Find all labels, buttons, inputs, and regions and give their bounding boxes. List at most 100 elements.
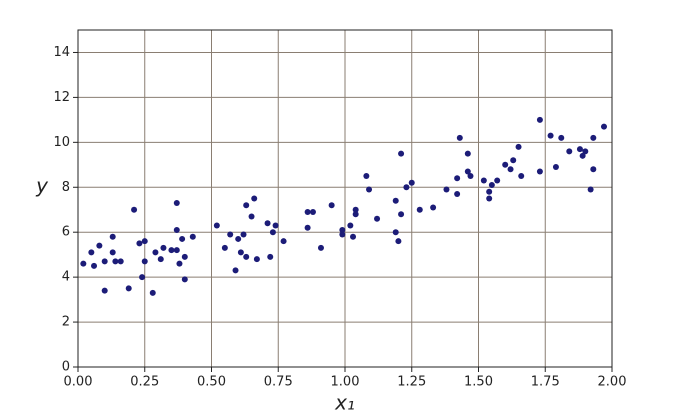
point (152, 249, 159, 256)
point (328, 202, 335, 209)
point (352, 211, 359, 218)
point (510, 157, 517, 164)
point (235, 235, 242, 242)
point (248, 213, 255, 220)
point (518, 173, 525, 180)
point (507, 166, 514, 173)
point (264, 220, 271, 227)
point (227, 231, 234, 238)
point (117, 258, 124, 265)
point (494, 177, 501, 184)
point (160, 244, 167, 251)
point (251, 195, 258, 202)
point (536, 116, 543, 123)
point (221, 244, 228, 251)
point (243, 202, 250, 209)
point (141, 258, 148, 265)
y-tick-label: 8 (62, 180, 70, 195)
point (253, 256, 260, 263)
point (374, 215, 381, 222)
point (536, 168, 543, 175)
point (176, 260, 183, 267)
point (91, 262, 98, 269)
point (101, 287, 108, 294)
point (576, 146, 583, 153)
point (131, 206, 138, 213)
point (587, 186, 594, 193)
x-tick-label: 1.75 (531, 375, 560, 390)
point (416, 206, 423, 213)
point (547, 132, 554, 139)
point (454, 175, 461, 182)
point (173, 199, 180, 206)
x-tick-label: 2.00 (598, 375, 627, 390)
y-tick-label: 14 (53, 45, 70, 60)
point (109, 233, 116, 240)
x-tick-label: 0.75 (264, 375, 293, 390)
y-axis-label: y (35, 174, 49, 198)
point (566, 148, 573, 155)
point (309, 208, 316, 215)
point (317, 244, 324, 251)
point (112, 258, 119, 265)
x-tick-label: 1.25 (397, 375, 426, 390)
point (443, 186, 450, 193)
point (272, 222, 279, 229)
point (304, 224, 311, 231)
point (168, 247, 175, 254)
x-tick-label: 0.25 (130, 375, 159, 390)
point (347, 222, 354, 229)
x-tick-label: 1.00 (331, 375, 360, 390)
point (88, 249, 95, 256)
point (486, 188, 493, 195)
point (403, 184, 410, 191)
point (96, 242, 103, 249)
point (80, 260, 87, 267)
point (350, 233, 357, 240)
point (464, 168, 471, 175)
x-tick-label: 0.50 (197, 375, 226, 390)
point (430, 204, 437, 211)
point (552, 164, 559, 171)
point (408, 179, 415, 186)
y-tick-label: 0 (62, 360, 70, 375)
point (398, 150, 405, 157)
x-tick-label: 0.00 (64, 375, 93, 390)
point (502, 161, 509, 168)
y-tick-label: 6 (62, 225, 70, 240)
point (232, 267, 239, 274)
y-tick-label: 12 (53, 90, 70, 105)
x-axis-label: x₁ (334, 391, 355, 415)
point (125, 285, 132, 292)
point (392, 229, 399, 236)
point (173, 247, 180, 254)
point (515, 143, 522, 150)
point (109, 249, 116, 256)
point (488, 182, 495, 189)
point (392, 197, 399, 204)
point (181, 276, 188, 283)
point (395, 238, 402, 245)
point (339, 226, 346, 233)
y-tick-label: 4 (62, 270, 70, 285)
point (157, 256, 164, 263)
point (582, 148, 589, 155)
point (149, 289, 156, 296)
point (173, 226, 180, 233)
point (352, 206, 359, 213)
point (467, 173, 474, 180)
point (243, 253, 250, 260)
x-tick-label: 1.50 (464, 375, 493, 390)
point (269, 229, 276, 236)
point (456, 134, 463, 141)
point (579, 152, 586, 159)
y-tick-label: 10 (53, 135, 70, 150)
plot-frame (77, 29, 613, 368)
point (181, 253, 188, 260)
point (141, 238, 148, 245)
point (366, 186, 373, 193)
point (304, 208, 311, 215)
point (240, 231, 247, 238)
point (558, 134, 565, 141)
